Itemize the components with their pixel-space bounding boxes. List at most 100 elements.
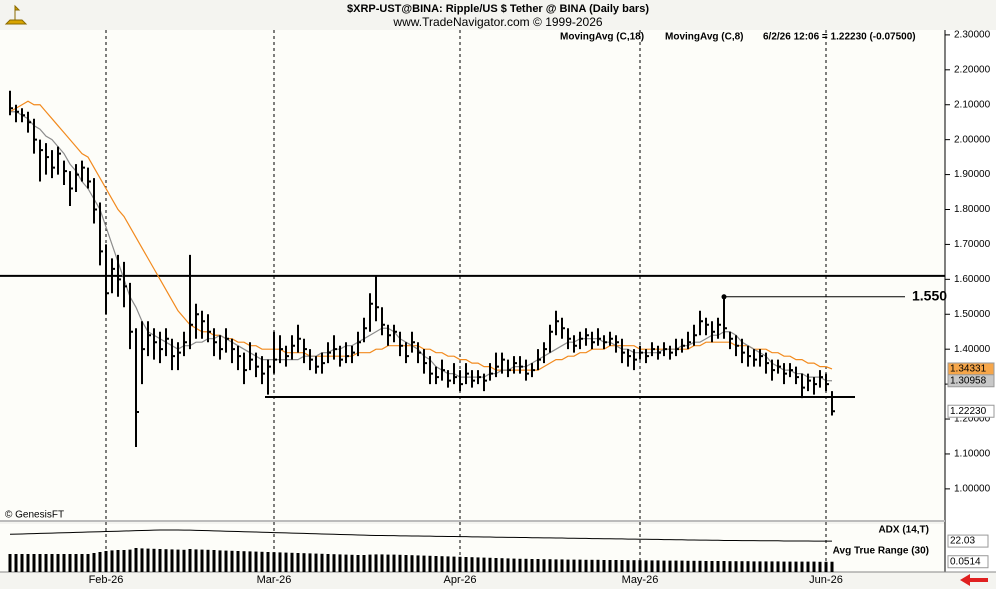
indicator-bar bbox=[488, 557, 492, 572]
y-tick-label: 1.50000 bbox=[954, 309, 991, 320]
x-tick-label: Feb-26 bbox=[89, 574, 124, 586]
indicator-bar bbox=[818, 561, 822, 572]
indicator-bar bbox=[524, 558, 528, 572]
price-bar bbox=[21, 108, 25, 123]
indicator-bar bbox=[164, 549, 168, 572]
indicator-bar bbox=[704, 561, 708, 572]
indicator-bar bbox=[632, 560, 636, 572]
indicator-bar bbox=[686, 560, 690, 572]
indicator-bar bbox=[794, 561, 798, 572]
price-bar bbox=[573, 335, 577, 353]
price-bar bbox=[813, 377, 817, 395]
indicator-bar bbox=[638, 560, 642, 572]
indicator-bar bbox=[776, 561, 780, 572]
indicator-bar bbox=[830, 561, 834, 572]
price-bar bbox=[489, 363, 493, 381]
price-bar bbox=[711, 321, 715, 343]
indicator-bar bbox=[44, 554, 48, 572]
axis-panel bbox=[945, 30, 996, 572]
price-bar bbox=[537, 349, 541, 371]
price-bar bbox=[249, 342, 253, 371]
indicator-bar bbox=[416, 555, 420, 572]
price-bar bbox=[255, 352, 259, 378]
price-bar bbox=[471, 370, 475, 388]
price-bar bbox=[543, 342, 547, 364]
indicator-bar bbox=[584, 559, 588, 572]
indicator-bar bbox=[464, 557, 468, 572]
price-bar bbox=[189, 254, 193, 350]
indicator-bar bbox=[434, 556, 438, 572]
indicator-bar bbox=[38, 554, 42, 572]
indicator-bar bbox=[572, 559, 576, 572]
price-bar bbox=[93, 178, 97, 224]
price-bar bbox=[465, 363, 469, 385]
price-bar bbox=[501, 352, 505, 374]
price-bar bbox=[39, 139, 43, 182]
logo bbox=[4, 4, 28, 25]
price-bar bbox=[87, 167, 91, 189]
indicator-bar bbox=[344, 554, 348, 572]
indicator-bar bbox=[272, 552, 276, 572]
indicator-bar bbox=[692, 560, 696, 572]
price-bar bbox=[699, 310, 703, 336]
indicator-bar bbox=[548, 559, 552, 572]
indicator-bar bbox=[506, 558, 510, 572]
price-bar bbox=[783, 363, 787, 385]
indicator-bar bbox=[158, 549, 162, 572]
price-bar bbox=[69, 171, 73, 207]
price-bar bbox=[681, 338, 685, 353]
indicator-bar bbox=[560, 559, 564, 572]
indicator-bar bbox=[230, 550, 234, 572]
indicator-bar bbox=[596, 559, 600, 572]
indicator-bar bbox=[236, 551, 240, 572]
indicator-bar bbox=[494, 558, 498, 572]
indicator-bar bbox=[356, 555, 360, 572]
indicator-bar bbox=[800, 561, 804, 572]
indicator-bar bbox=[824, 561, 828, 572]
price-bar bbox=[237, 345, 241, 371]
indicator-bar bbox=[764, 561, 768, 572]
indicator-bar bbox=[242, 551, 246, 572]
price-bar bbox=[135, 328, 139, 447]
indicator-bar bbox=[212, 550, 216, 572]
price-bar bbox=[63, 160, 67, 186]
price-bar bbox=[561, 317, 565, 339]
price-bar bbox=[261, 356, 265, 385]
indicator-bar bbox=[146, 548, 150, 572]
indicator-bar bbox=[224, 550, 228, 572]
indicator-bar bbox=[62, 554, 66, 572]
price-bar bbox=[177, 342, 181, 371]
price-bar bbox=[483, 373, 487, 392]
indicator-bar bbox=[110, 550, 114, 572]
indicator-bar bbox=[428, 555, 432, 572]
indicator-bar bbox=[248, 551, 252, 572]
y-tick-label: 1.10000 bbox=[954, 449, 991, 460]
indicator-bar bbox=[170, 549, 174, 572]
scroll-arrow[interactable] bbox=[960, 574, 988, 586]
indicator-bar bbox=[56, 554, 60, 572]
y-tick-label: 2.20000 bbox=[954, 64, 991, 75]
indicator-bar bbox=[116, 550, 120, 572]
price-bar bbox=[309, 349, 313, 371]
indicator-bar bbox=[206, 549, 210, 572]
price-bar bbox=[129, 282, 133, 350]
indicator-bar bbox=[806, 561, 810, 572]
indicator-bar bbox=[752, 561, 756, 572]
indicator-bar bbox=[722, 561, 726, 572]
price-bar bbox=[279, 335, 283, 364]
price-bar bbox=[747, 345, 751, 367]
indicator-bar bbox=[644, 560, 648, 572]
indicator-bar bbox=[608, 560, 612, 572]
y-tick-label: 1.00000 bbox=[954, 484, 991, 495]
price-bar bbox=[153, 328, 157, 360]
price-bar bbox=[207, 314, 211, 343]
y-tick-label: 2.00000 bbox=[954, 134, 991, 145]
indicator-bar bbox=[392, 554, 396, 572]
indicator-bar bbox=[740, 561, 744, 572]
price-bar bbox=[99, 202, 103, 266]
indicator-bar bbox=[500, 558, 504, 572]
indicator-bar bbox=[542, 559, 546, 572]
price-bar bbox=[459, 370, 463, 392]
indicator-bar bbox=[134, 548, 138, 572]
price-bar bbox=[363, 317, 367, 343]
